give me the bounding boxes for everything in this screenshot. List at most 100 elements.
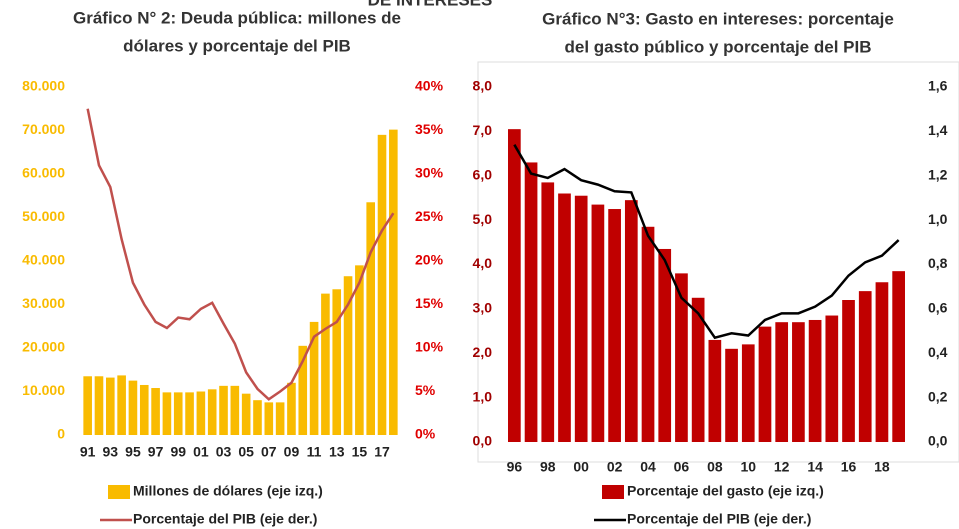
y2-tick-label: 0,4 [928, 344, 948, 360]
legend-label: Millones de dólares (eje izq.) [133, 483, 323, 499]
x-tick-label: 08 [707, 459, 723, 475]
y-tick-label: 2,0 [473, 344, 493, 360]
x-tick-label: 04 [640, 459, 656, 475]
bar [524, 162, 538, 442]
bar [792, 322, 805, 442]
y-tick-label: 50.000 [22, 208, 65, 224]
x-tick-label: 02 [607, 459, 623, 475]
y-tick-label: 1,0 [473, 388, 493, 404]
bar [207, 389, 217, 435]
bar [106, 377, 115, 435]
x-tick-label: 18 [874, 459, 890, 475]
chart-title: Gráfico N°3: Gasto en intereses: porcent… [542, 9, 894, 28]
y2-tick-label: 10% [415, 339, 444, 355]
x-tick-label: 17 [374, 444, 390, 460]
bar [675, 273, 688, 442]
x-tick-label: 16 [841, 459, 857, 475]
x-tick-label: 95 [125, 444, 141, 460]
y2-tick-label: 0,0 [928, 433, 948, 449]
y2-tick-label: 1,6 [928, 78, 948, 94]
y2-tick-label: 35% [415, 121, 444, 137]
legend-swatch [602, 485, 624, 499]
x-tick-label: 07 [261, 444, 277, 460]
bar [508, 129, 521, 442]
y-tick-label: 7,0 [473, 122, 493, 138]
y-tick-label: 40.000 [22, 252, 65, 268]
x-tick-label: 12 [774, 459, 790, 475]
bar [332, 289, 342, 435]
y2-tick-label: 30% [415, 165, 444, 181]
bar [758, 326, 772, 442]
bar [117, 375, 126, 435]
bar [230, 385, 240, 435]
bar [355, 265, 364, 435]
x-tick-label: 03 [216, 444, 232, 460]
y-tick-label: 0 [57, 426, 65, 442]
bar [608, 209, 621, 442]
y-tick-label: 4,0 [473, 255, 493, 271]
y2-tick-label: 0,6 [928, 300, 948, 316]
x-tick-label: 10 [740, 459, 756, 475]
bar [389, 129, 398, 435]
bar [825, 315, 839, 442]
bar [708, 339, 722, 442]
x-tick-label: 09 [284, 444, 300, 460]
bar [541, 182, 555, 442]
y-tick-label: 80.000 [22, 78, 65, 94]
bar [196, 391, 206, 435]
bar [591, 204, 605, 442]
bar [558, 193, 571, 442]
bar [808, 319, 822, 442]
y2-tick-label: 25% [415, 208, 444, 224]
bar [309, 321, 319, 435]
bar [691, 297, 705, 442]
y-tick-label: 70.000 [22, 121, 65, 137]
x-tick-label: 15 [352, 444, 368, 460]
bar [343, 276, 353, 435]
bar [858, 291, 872, 442]
line [86, 108, 395, 401]
bar [298, 345, 308, 435]
bar [775, 322, 789, 442]
legend-swatch [108, 485, 130, 499]
y-tick-label: 5,0 [473, 211, 493, 227]
y-tick-label: 30.000 [22, 295, 65, 311]
y-tick-label: 6,0 [473, 166, 493, 182]
chart-title: dólares y porcentaje del PIB [123, 36, 351, 55]
header: DE INTERESES [368, 0, 493, 9]
chart-title: del gasto público y porcentaje del PIB [564, 37, 871, 56]
x-tick-label: 93 [103, 444, 119, 460]
bar [658, 248, 672, 442]
bar [253, 400, 262, 435]
bar [574, 195, 588, 442]
x-tick-label: 98 [540, 459, 556, 475]
bar [287, 382, 296, 435]
x-tick-label: 14 [807, 459, 823, 475]
bar [94, 376, 104, 435]
bar [185, 392, 194, 435]
y2-tick-label: 1,2 [928, 166, 948, 182]
legend-label: Porcentaje del PIB (eje der.) [133, 511, 317, 527]
bar [875, 282, 889, 442]
y2-tick-label: 0,8 [928, 255, 948, 271]
x-tick-label: 97 [148, 444, 164, 460]
bar [151, 388, 160, 435]
x-tick-label: 91 [80, 444, 96, 460]
x-tick-label: 13 [329, 444, 345, 460]
y2-tick-label: 1,0 [928, 211, 948, 227]
legend-label: Porcentaje del PIB (eje der.) [627, 511, 811, 527]
line [513, 144, 900, 340]
bar [741, 344, 755, 442]
y2-tick-label: 1,4 [928, 122, 948, 138]
bar [275, 402, 285, 435]
x-tick-label: 06 [674, 459, 690, 475]
y2-tick-label: 15% [415, 295, 444, 311]
x-tick-label: 99 [170, 444, 186, 460]
bar [377, 134, 387, 435]
bar [842, 300, 855, 442]
legend-label: Porcentaje del gasto (eje izq.) [627, 483, 824, 499]
x-tick-label: 05 [238, 444, 254, 460]
y-tick-label: 0,0 [473, 433, 493, 449]
bar [624, 200, 638, 442]
